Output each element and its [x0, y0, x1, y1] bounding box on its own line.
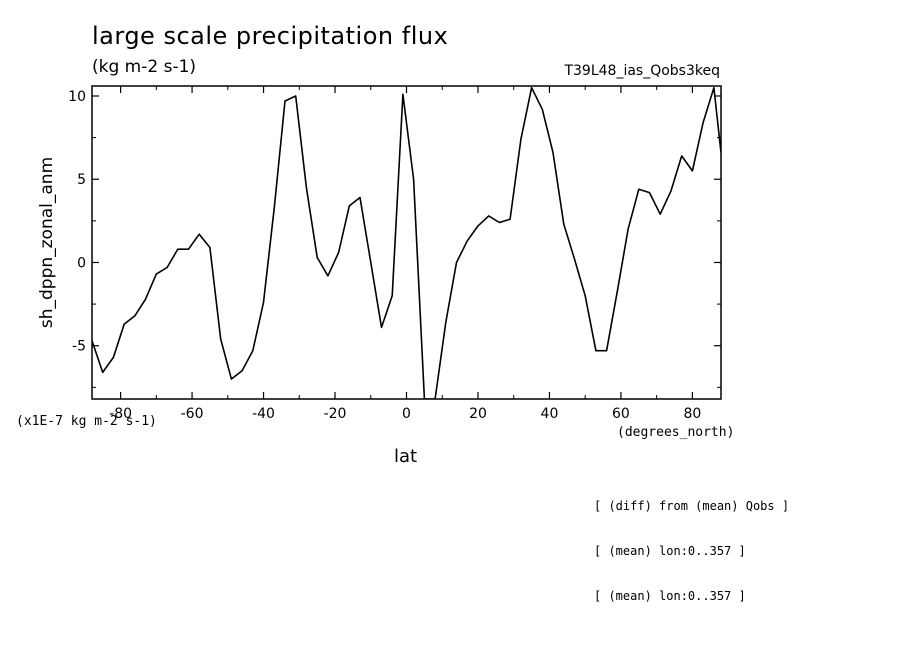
annotation-line: [ (mean) lon:0..357 ]	[594, 544, 746, 558]
x-axis-label: lat	[394, 446, 418, 467]
x-tick-label: -60	[181, 406, 204, 422]
chart-axes: -80 -60 -40 -20 0 20 40 60 80 -5 0 5 10 sh_dppn_zonal…	[37, 85, 722, 422]
x-tick-label: 80	[683, 406, 701, 422]
x-tick-label: 40	[541, 406, 559, 422]
x-tick-label: -20	[324, 406, 347, 422]
annotation-line: [ (mean) lon:0..357 ]	[594, 589, 746, 603]
plot-frame	[91, 85, 722, 400]
annotation-line: [ (diff) from (mean) Qobs ]	[594, 499, 790, 513]
y-axis-label: sh_dppn_zonal_anm	[37, 157, 57, 328]
chart-title: large scale precipitation flux	[92, 22, 449, 50]
x-tick-label: 20	[469, 406, 487, 422]
chart-marks	[92, 86, 721, 399]
x-axis-units: (degrees_north)	[617, 425, 735, 440]
x-tick-label: 60	[612, 406, 630, 422]
y-tick-label: 10	[68, 89, 86, 105]
y-tick-label: 0	[77, 255, 86, 271]
chart-units: (kg m-2 s-1)	[92, 57, 197, 77]
y-tick-label: 5	[77, 172, 86, 188]
y-tick-label: -5	[72, 339, 86, 355]
run-id: T39L48_ias_Qobs3keq	[564, 63, 720, 79]
x-tick-label: -40	[252, 406, 275, 422]
scale-note: (x1E-7 kg m-2 s-1)	[16, 414, 157, 429]
series-line-0	[92, 86, 721, 399]
x-tick-label: -80	[109, 406, 132, 422]
annotation-notes: [ (diff) from (mean) Qobs ] [ (mean) lon…	[594, 469, 789, 619]
x-tick-label: 0	[402, 406, 411, 422]
